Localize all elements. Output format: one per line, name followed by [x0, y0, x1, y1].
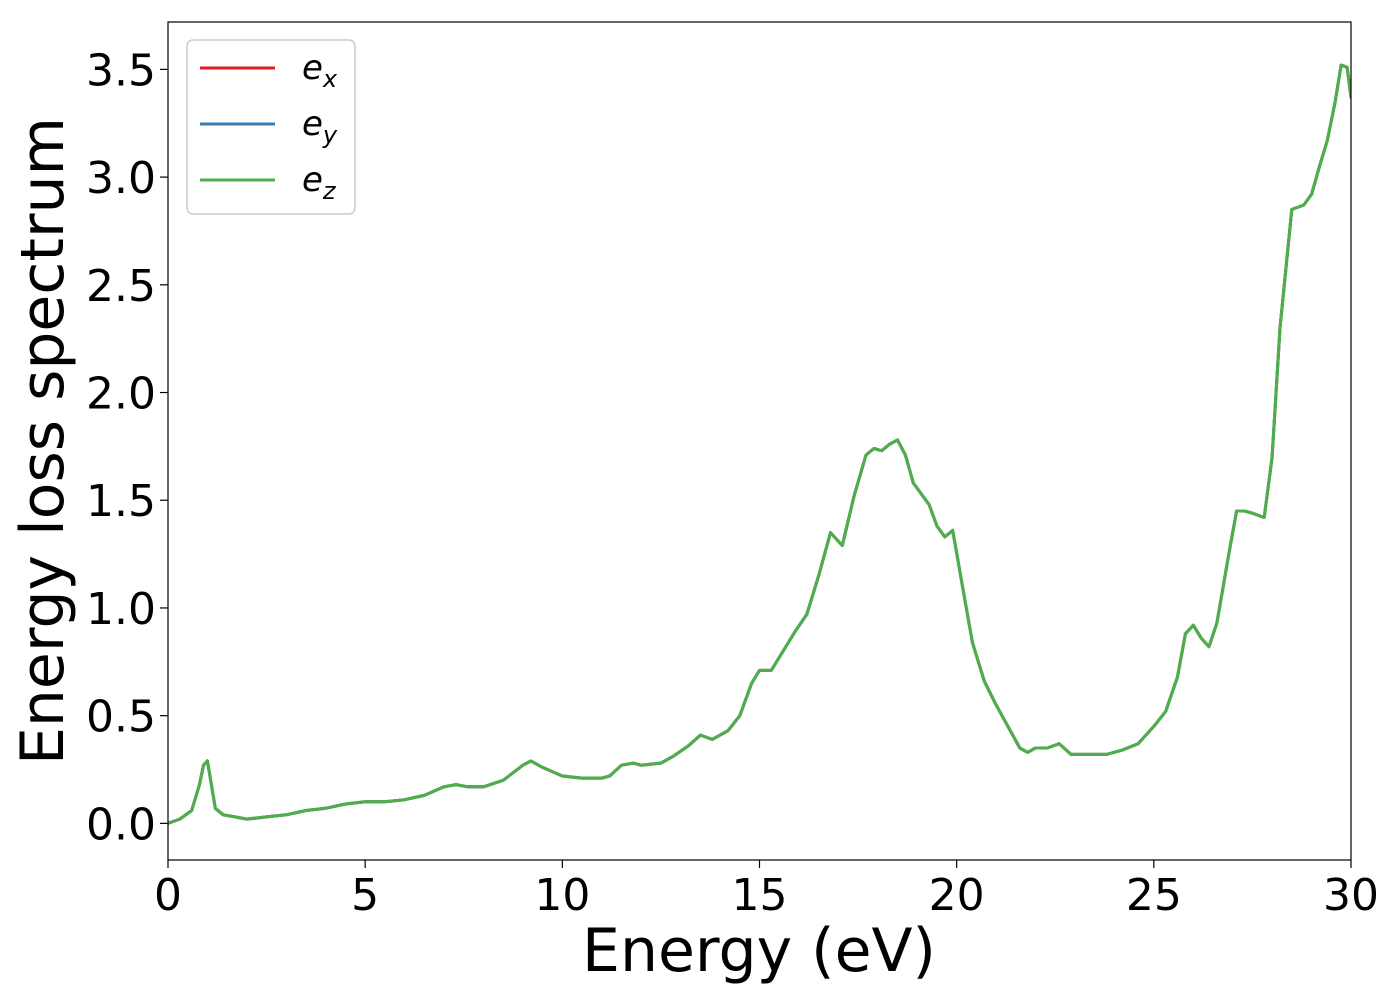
series-group	[168, 63, 1351, 825]
x-tick-label: 25	[1126, 870, 1182, 921]
x-tick-label: 10	[534, 870, 590, 921]
series-line-z	[168, 63, 1351, 825]
x-tick-label: 5	[351, 870, 379, 921]
y-tick-label: 3.5	[86, 45, 156, 96]
y-tick-label: 2.5	[86, 261, 156, 312]
y-tick-label: 1.5	[86, 476, 156, 527]
y-axis-label: Energy loss spectrum	[8, 117, 78, 765]
x-tick-label: 30	[1323, 870, 1379, 921]
y-tick-label: 0.0	[86, 799, 156, 850]
x-tick-label: 20	[929, 870, 985, 921]
x-axis: 0 5 10 15 20 25 30	[154, 860, 1379, 921]
plot-area	[168, 22, 1351, 860]
y-tick-label: 0.5	[86, 692, 156, 743]
legend-label-x: ex	[302, 48, 338, 93]
legend: ex ey ez	[186, 39, 356, 215]
x-axis-label: Energy (eV)	[582, 916, 936, 986]
y-tick-label: 2.0	[86, 369, 156, 420]
y-tick-label: 3.0	[86, 153, 156, 204]
y-axis: 0.0 0.5 1.0 1.5 2.0 2.5 3.0 3.5	[86, 45, 168, 850]
x-tick-label: 15	[732, 870, 788, 921]
legend-box	[186, 39, 356, 215]
legend-label-y: ey	[302, 104, 338, 149]
legend-label-z: ez	[302, 160, 337, 205]
y-tick-label: 1.0	[86, 584, 156, 635]
x-tick-label: 0	[154, 870, 182, 921]
